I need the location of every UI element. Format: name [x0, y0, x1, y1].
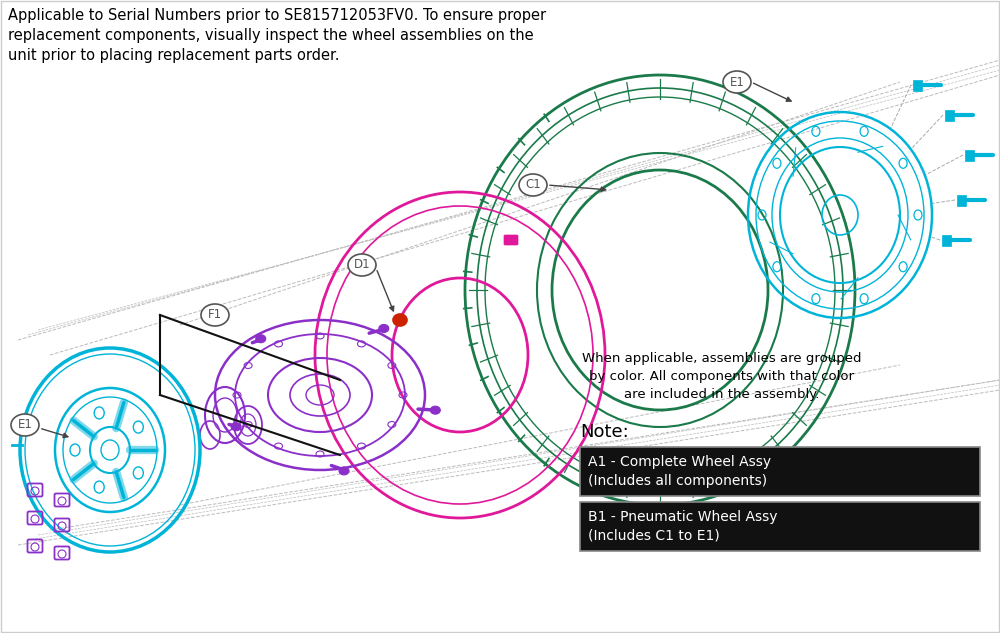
Text: C1: C1 [525, 179, 541, 192]
FancyBboxPatch shape [580, 502, 980, 551]
Ellipse shape [393, 314, 407, 326]
FancyBboxPatch shape [964, 149, 974, 161]
Text: Applicable to Serial Numbers prior to SE815712053FV0. To ensure proper
replaceme: Applicable to Serial Numbers prior to SE… [8, 8, 546, 63]
FancyBboxPatch shape [944, 110, 954, 120]
Ellipse shape [339, 467, 349, 475]
FancyBboxPatch shape [942, 234, 950, 246]
FancyBboxPatch shape [504, 235, 518, 245]
Text: B1 - Pneumatic Wheel Assy
(Includes C1 to E1): B1 - Pneumatic Wheel Assy (Includes C1 t… [588, 510, 778, 542]
Text: F1: F1 [208, 308, 222, 322]
Text: E1: E1 [18, 418, 32, 432]
Ellipse shape [430, 406, 440, 414]
Text: D1: D1 [354, 258, 370, 272]
Text: E1: E1 [730, 75, 744, 89]
Ellipse shape [723, 71, 751, 93]
Ellipse shape [519, 174, 547, 196]
Ellipse shape [348, 254, 376, 276]
FancyBboxPatch shape [580, 447, 980, 496]
Ellipse shape [201, 304, 229, 326]
FancyBboxPatch shape [956, 194, 966, 206]
Text: A1 - Complete Wheel Assy
(Includes all components): A1 - Complete Wheel Assy (Includes all c… [588, 455, 771, 487]
Ellipse shape [11, 414, 39, 436]
Ellipse shape [231, 423, 241, 430]
FancyBboxPatch shape [912, 80, 922, 91]
Ellipse shape [256, 335, 266, 342]
Text: When applicable, assemblies are grouped
by color. All components with that color: When applicable, assemblies are grouped … [582, 352, 862, 401]
Text: Note:: Note: [580, 423, 629, 441]
Ellipse shape [379, 325, 389, 332]
